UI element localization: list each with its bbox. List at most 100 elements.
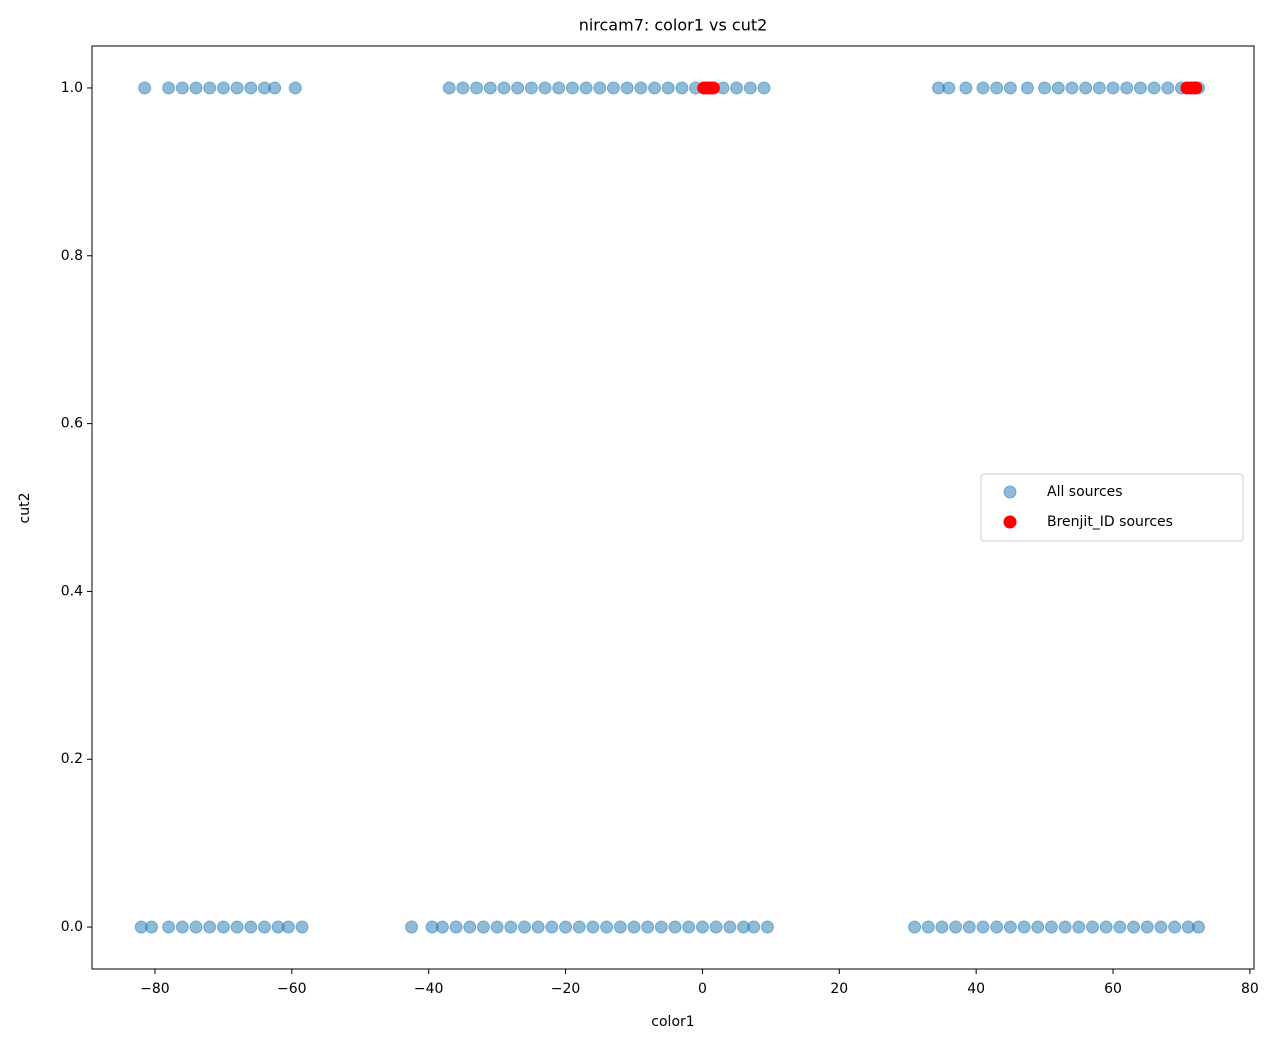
y-tick-label: 0.8	[61, 248, 83, 264]
point	[138, 81, 152, 95]
point	[189, 81, 203, 95]
point	[976, 81, 990, 95]
legend-label: Brenjit_ID sources	[1047, 514, 1173, 530]
point	[456, 81, 470, 95]
point	[1127, 920, 1141, 934]
point	[962, 920, 976, 934]
point	[1058, 920, 1072, 934]
point	[162, 920, 176, 934]
point	[244, 81, 258, 95]
point	[531, 920, 545, 934]
point	[203, 81, 217, 95]
point	[634, 81, 648, 95]
x-tick-label: −20	[551, 981, 581, 997]
legend-marker	[1003, 515, 1017, 529]
point	[230, 920, 244, 934]
x-tick-label: −40	[414, 981, 444, 997]
y-tick-label: 0.0	[61, 919, 83, 935]
y-tick-label: 0.4	[61, 583, 83, 599]
point	[1092, 81, 1106, 95]
point	[675, 81, 689, 95]
point	[538, 81, 552, 95]
point	[620, 81, 634, 95]
point	[497, 81, 511, 95]
point	[1038, 81, 1052, 95]
point	[476, 920, 490, 934]
point	[559, 920, 573, 934]
point	[145, 920, 159, 934]
point	[949, 920, 963, 934]
point	[552, 81, 566, 95]
point	[442, 81, 456, 95]
point	[216, 81, 230, 95]
point	[695, 920, 709, 934]
point	[641, 920, 655, 934]
point	[490, 920, 504, 934]
point	[175, 920, 189, 934]
point	[257, 920, 271, 934]
point	[1020, 81, 1034, 95]
point	[730, 81, 744, 95]
y-tick-label: 0.6	[61, 416, 83, 432]
point	[295, 920, 309, 934]
point	[747, 920, 761, 934]
point	[990, 920, 1004, 934]
point	[504, 920, 518, 934]
point	[654, 920, 668, 934]
point	[723, 920, 737, 934]
point	[1140, 920, 1154, 934]
point	[743, 81, 757, 95]
point	[1072, 920, 1086, 934]
point	[244, 920, 258, 934]
x-tick-label: −80	[140, 981, 170, 997]
point	[1120, 81, 1134, 95]
point	[1051, 81, 1065, 95]
point	[606, 81, 620, 95]
point	[586, 920, 600, 934]
point	[1031, 920, 1045, 934]
point	[572, 920, 586, 934]
point	[162, 81, 176, 95]
point	[1017, 920, 1031, 934]
point	[921, 920, 935, 934]
point	[405, 920, 419, 934]
point	[1099, 920, 1113, 934]
point	[1106, 81, 1120, 95]
point	[1003, 81, 1017, 95]
x-tick-label: 60	[1104, 981, 1122, 997]
point	[668, 920, 682, 934]
point	[579, 81, 593, 95]
point	[1085, 920, 1099, 934]
point	[627, 920, 641, 934]
point	[613, 920, 627, 934]
point	[1154, 920, 1168, 934]
point	[959, 81, 973, 95]
plot-frame	[91, 45, 1255, 970]
point	[682, 920, 696, 934]
point	[757, 81, 771, 95]
y-axis-label: cut2	[17, 493, 33, 524]
point	[709, 920, 723, 934]
legend-label: All sources	[1047, 484, 1123, 500]
y-tick-label: 0.2	[61, 751, 83, 767]
point	[1147, 81, 1161, 95]
point	[189, 920, 203, 934]
point	[990, 81, 1004, 95]
x-tick-label: 40	[967, 981, 985, 997]
x-tick-label: −60	[277, 981, 307, 997]
point	[511, 81, 525, 95]
point	[545, 920, 559, 934]
point	[175, 81, 189, 95]
point	[203, 920, 217, 934]
point	[908, 920, 922, 934]
point	[470, 81, 484, 95]
legend-box	[980, 473, 1244, 542]
point	[1168, 920, 1182, 934]
point	[661, 81, 675, 95]
chart-title: nircam7: color1 vs cut2	[579, 16, 768, 35]
point	[935, 920, 949, 934]
point	[1079, 81, 1093, 95]
point	[463, 920, 477, 934]
x-axis-label: color1	[651, 1014, 694, 1030]
point	[216, 920, 230, 934]
